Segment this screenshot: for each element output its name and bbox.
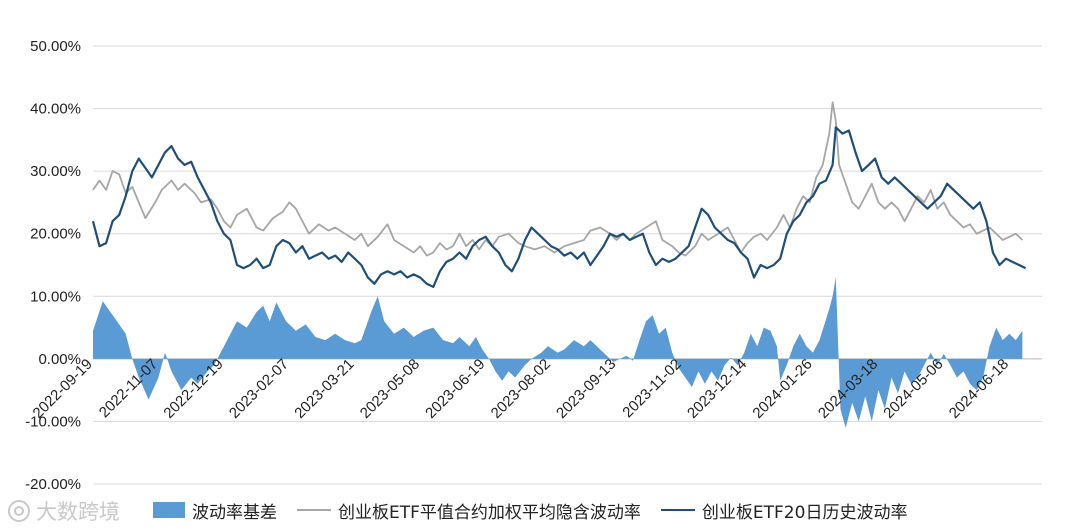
series-line-2 [91,126,1027,288]
y-tick-label: 0.00% [38,351,81,368]
x-tick-label: 2023-03-21 [291,356,357,422]
y-tick-label: 10.00% [30,288,81,305]
brand-logo-icon [8,500,30,522]
legend-item-historical-vol: 创业板ETF20日历史波动率 [660,498,908,523]
x-tick-label: 2023-05-08 [357,356,423,422]
y-tick-label: 40.00% [30,101,81,118]
legend-swatch-implied-vol [297,509,331,511]
series-area-0 [93,277,1023,428]
y-tick-label: 50.00% [30,38,81,55]
x-tick-label: 2023-09-13 [553,356,619,422]
legend-label-basis: 波动率基差 [192,502,277,523]
x-tick-label: 2023-11-02 [619,356,684,421]
legend-item-basis: 波动率基差 [153,498,277,523]
y-tick-label: 20.00% [30,226,81,243]
series-layer [91,101,1027,428]
legend-label-historical-vol: 创业板ETF20日历史波动率 [701,502,908,523]
watermark-text: 大数跨境 [36,500,120,524]
y-tick-label: -10.00% [25,413,81,430]
legend-label-implied-vol: 创业板ETF平值合约加权平均隐含波动率 [338,502,641,523]
y-tick-label: 30.00% [30,163,81,180]
x-tick-label: 2023-02-07 [226,356,292,422]
legend-item-implied-vol: 创业板ETF平值合约加权平均隐含波动率 [297,498,641,523]
series-line-1 [92,101,1024,257]
legend-swatch-basis [153,502,185,518]
legend-swatch-historical-vol [660,509,695,511]
y-tick-label: -20.00% [25,476,81,493]
legend: 波动率基差 创业板ETF平值合约加权平均隐含波动率 创业板ETF20日历史波动率 [153,496,927,524]
watermark: 大数跨境 [6,496,120,526]
y-axis: 50.00% 40.00% 30.00% 20.00% 10.00% 0.00% -10.0… [25,38,81,493]
x-tick-label: 2023-06-19 [422,356,488,422]
